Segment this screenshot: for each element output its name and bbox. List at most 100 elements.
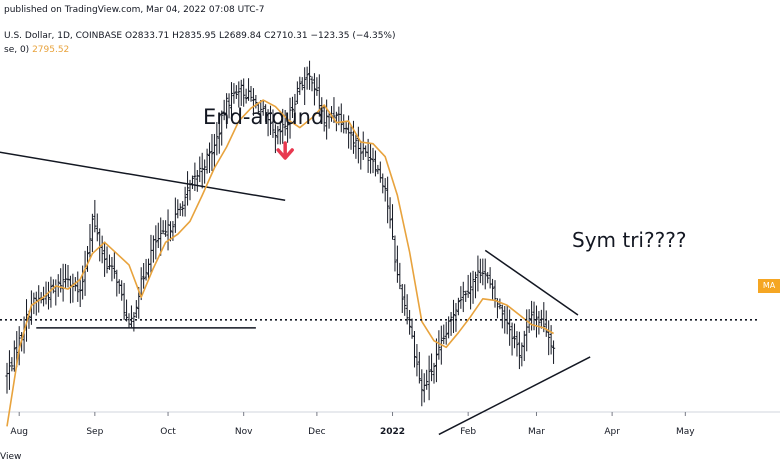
price-bar: [156, 222, 160, 249]
price-bar: [549, 325, 553, 355]
price-bar: [498, 298, 502, 310]
price-bar: [49, 276, 53, 308]
price-bar: [508, 309, 512, 346]
price-bar: [373, 150, 378, 177]
price-bar: [88, 224, 92, 259]
price-bar: [81, 265, 85, 300]
price-bar: [159, 217, 163, 256]
price-bar: [315, 77, 319, 96]
price-bar: [120, 280, 124, 301]
price-bar: [217, 116, 221, 154]
price-bar: [403, 284, 407, 316]
price-bar: [276, 125, 280, 145]
price-bar: [410, 318, 414, 339]
price-bar: [154, 225, 158, 260]
price-bar: [466, 274, 470, 298]
price-bar: [268, 105, 273, 136]
price-bar: [437, 330, 441, 360]
price-bar: [412, 331, 417, 368]
x-tick-label-sep: Sep: [86, 427, 103, 437]
price-bar: [359, 140, 363, 170]
x-tick-label-mar: Mar: [528, 427, 545, 437]
price-bar: [244, 88, 248, 104]
price-bar: [7, 350, 12, 390]
price-bar: [459, 286, 463, 309]
price-bar: [203, 159, 207, 184]
price-bar: [176, 199, 180, 219]
price-bar: [288, 97, 292, 139]
price-bar: [537, 311, 541, 335]
price-bar: [390, 204, 395, 240]
price-bar: [393, 235, 397, 272]
published-note: published on TradingView.com, Mar 04, 20…: [4, 5, 265, 15]
price-bar: [490, 278, 495, 300]
price-bar: [451, 299, 456, 334]
trendline-4: [438, 356, 591, 436]
price-bar: [444, 321, 448, 345]
price-bar: [310, 76, 314, 92]
price-bar: [283, 109, 287, 136]
price-bar: [493, 280, 497, 308]
price-bar: [246, 78, 251, 101]
price-bar: [181, 201, 185, 217]
price-bar: [239, 79, 243, 106]
price-bar: [312, 73, 317, 106]
price-bar: [195, 170, 199, 192]
price-bar: [520, 342, 524, 367]
price-bar: [225, 93, 229, 129]
price-bar: [432, 362, 436, 384]
price-bar: [76, 271, 80, 302]
price-bar: [61, 263, 65, 302]
price-bar: [198, 156, 202, 183]
price-bar: [66, 265, 70, 288]
price-bar: [371, 147, 375, 174]
price-bar: [112, 252, 116, 279]
price-bar: [429, 353, 434, 382]
price-bar: [476, 255, 480, 292]
price-bar: [427, 355, 431, 401]
end-around-annotation: End-around: [203, 105, 325, 129]
price-bar: [71, 273, 75, 303]
x-tick-label-feb: Feb: [460, 427, 476, 437]
price-bar: [500, 304, 504, 329]
price-bar: [95, 213, 99, 242]
x-tick-label-may: May: [676, 427, 695, 437]
price-bar: [381, 173, 385, 194]
price-bar: [471, 270, 475, 304]
price-bar: [415, 344, 419, 377]
price-bar: [295, 81, 299, 105]
price-bar: [481, 258, 485, 286]
price-bar: [422, 373, 426, 403]
price-bar: [300, 77, 304, 91]
x-tick-label-dec: Dec: [308, 427, 325, 437]
price-bar: [469, 272, 473, 310]
price-bar: [386, 176, 390, 224]
price-bar: [190, 175, 195, 190]
price-bar: [273, 124, 277, 154]
price-bar: [90, 213, 94, 252]
price-bar: [129, 305, 134, 328]
price-bar: [290, 96, 295, 119]
price-bar: [44, 281, 48, 305]
price-bar: [434, 338, 439, 383]
price-bar: [408, 309, 412, 335]
price-bar: [286, 118, 290, 143]
ma-legend-prefix: se, 0): [4, 45, 30, 55]
price-bar: [551, 340, 556, 364]
price-bar: [229, 82, 234, 120]
price-bar: [249, 86, 253, 102]
price-bar: [307, 60, 312, 90]
price-bar: [388, 197, 392, 229]
price-bar: [173, 197, 177, 233]
price-bar: [164, 220, 168, 237]
price-bar: [366, 138, 370, 173]
price-bar: [342, 114, 346, 134]
price-bar: [368, 143, 373, 174]
price-bar: [12, 340, 16, 372]
price-bar: [78, 279, 82, 308]
price-bar: [93, 199, 97, 233]
price-bar: [68, 275, 73, 304]
price-bar: [325, 99, 329, 140]
price-bar: [461, 281, 465, 313]
